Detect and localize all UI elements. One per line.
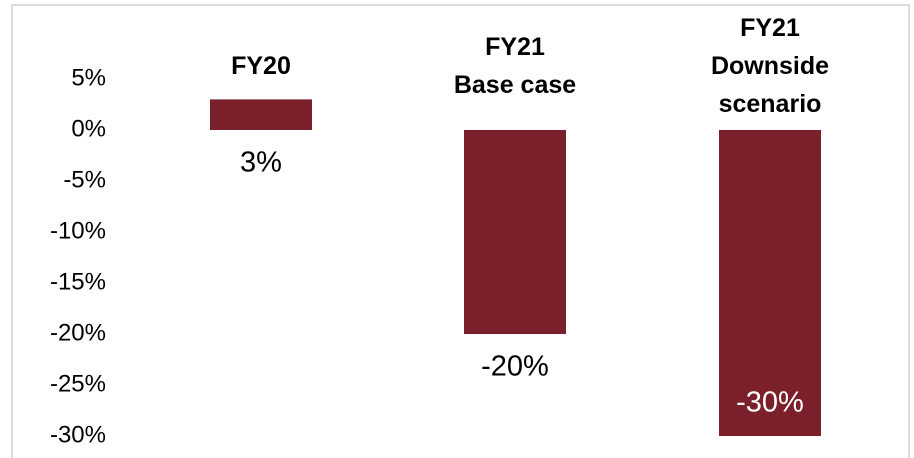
bar: [719, 130, 821, 436]
value-label: 3%: [240, 147, 282, 179]
category-line: Downside: [711, 52, 829, 80]
category-line: Base case: [454, 71, 576, 99]
value-label: -20%: [481, 351, 549, 383]
frame: [11, 4, 910, 458]
category-line: FY21: [485, 33, 545, 61]
y-tick-label: -30%: [50, 421, 106, 448]
y-tick-label: 5%: [71, 64, 106, 91]
category-line: FY20: [231, 52, 291, 80]
category-label: FY20: [231, 52, 291, 80]
y-tick-label: -10%: [50, 217, 106, 244]
category-label: FY21 Base case: [454, 33, 576, 99]
value-label: -30%: [736, 387, 804, 419]
bar: [464, 130, 566, 334]
y-tick-label: -15%: [50, 268, 106, 295]
y-tick-label: -25%: [50, 370, 106, 397]
bar: [210, 99, 312, 130]
y-tick-label: 0%: [71, 115, 106, 142]
category-line: FY21: [740, 14, 800, 42]
y-tick-label: -5%: [63, 166, 106, 193]
category-label: FY21 Downside scenario: [711, 14, 829, 118]
category-line: scenario: [719, 90, 822, 118]
y-tick-label: -20%: [50, 319, 106, 346]
